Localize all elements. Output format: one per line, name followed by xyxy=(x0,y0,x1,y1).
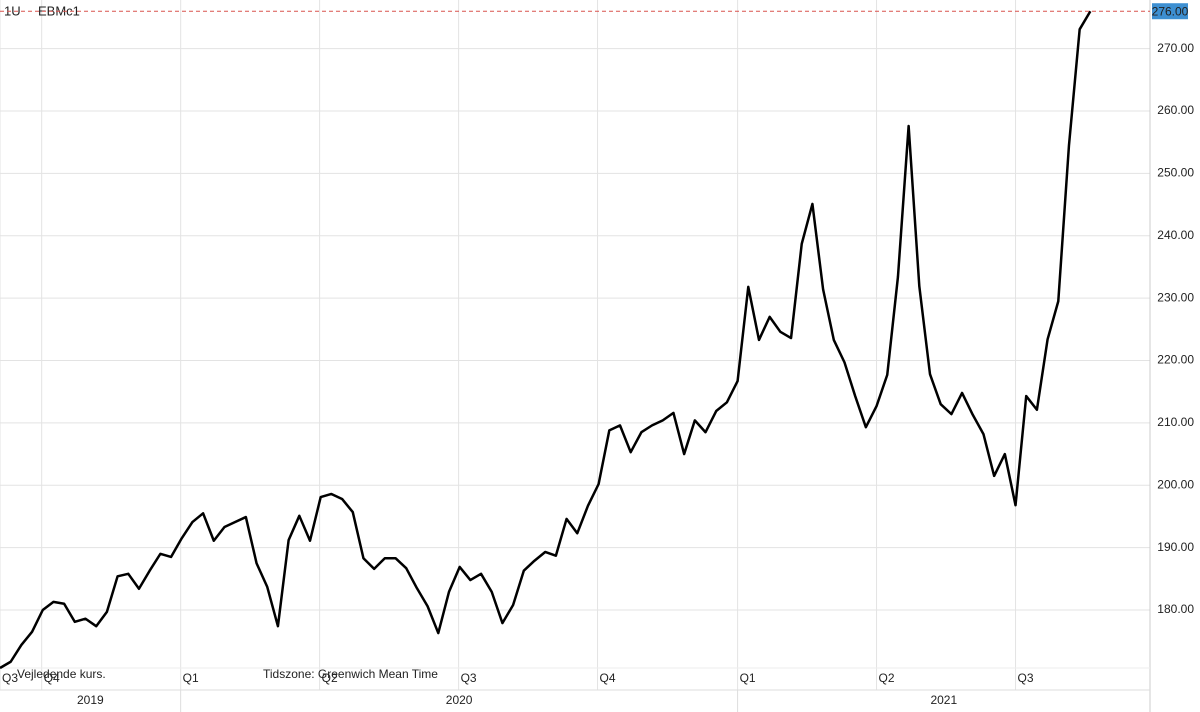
x-tick-label: Q3 xyxy=(1018,671,1034,685)
y-tick-label: 240.00 xyxy=(1157,228,1194,242)
y-tick-label: 260.00 xyxy=(1157,103,1194,117)
x-tick-label: Q4 xyxy=(44,671,60,685)
year-label: 2021 xyxy=(930,693,957,707)
last-price-box xyxy=(1152,3,1188,20)
x-tick-label: Q1 xyxy=(740,671,756,685)
x-tick-label: Q3 xyxy=(461,671,477,685)
y-tick-label: 180.00 xyxy=(1157,602,1194,616)
interval: 1U xyxy=(4,3,21,18)
price-line xyxy=(0,10,1092,670)
year-label: 2019 xyxy=(77,693,104,707)
y-tick-label: 250.00 xyxy=(1157,166,1194,180)
x-tick-label: Q4 xyxy=(600,671,616,685)
x-tick-label: Q1 xyxy=(183,671,199,685)
year-label: 2020 xyxy=(446,693,473,707)
note: Vejledende kurs. xyxy=(17,667,106,681)
y-tick-label: 270.00 xyxy=(1157,41,1194,55)
y-tick-label: 210.00 xyxy=(1157,415,1194,429)
x-tick-label: Q2 xyxy=(879,671,895,685)
y-tick-label: 200.00 xyxy=(1157,477,1194,491)
timezone: Tidszone: Greenwich Mean Time xyxy=(263,667,438,681)
last-price-label: 276.00 xyxy=(1152,4,1189,18)
x-tick-label: Q3 xyxy=(2,671,18,685)
x-tick-label: Q2 xyxy=(322,671,338,685)
y-tick-label: 220.00 xyxy=(1157,353,1194,367)
y-tick-label: 230.00 xyxy=(1157,290,1194,304)
y-tick-label: 190.00 xyxy=(1157,540,1194,554)
